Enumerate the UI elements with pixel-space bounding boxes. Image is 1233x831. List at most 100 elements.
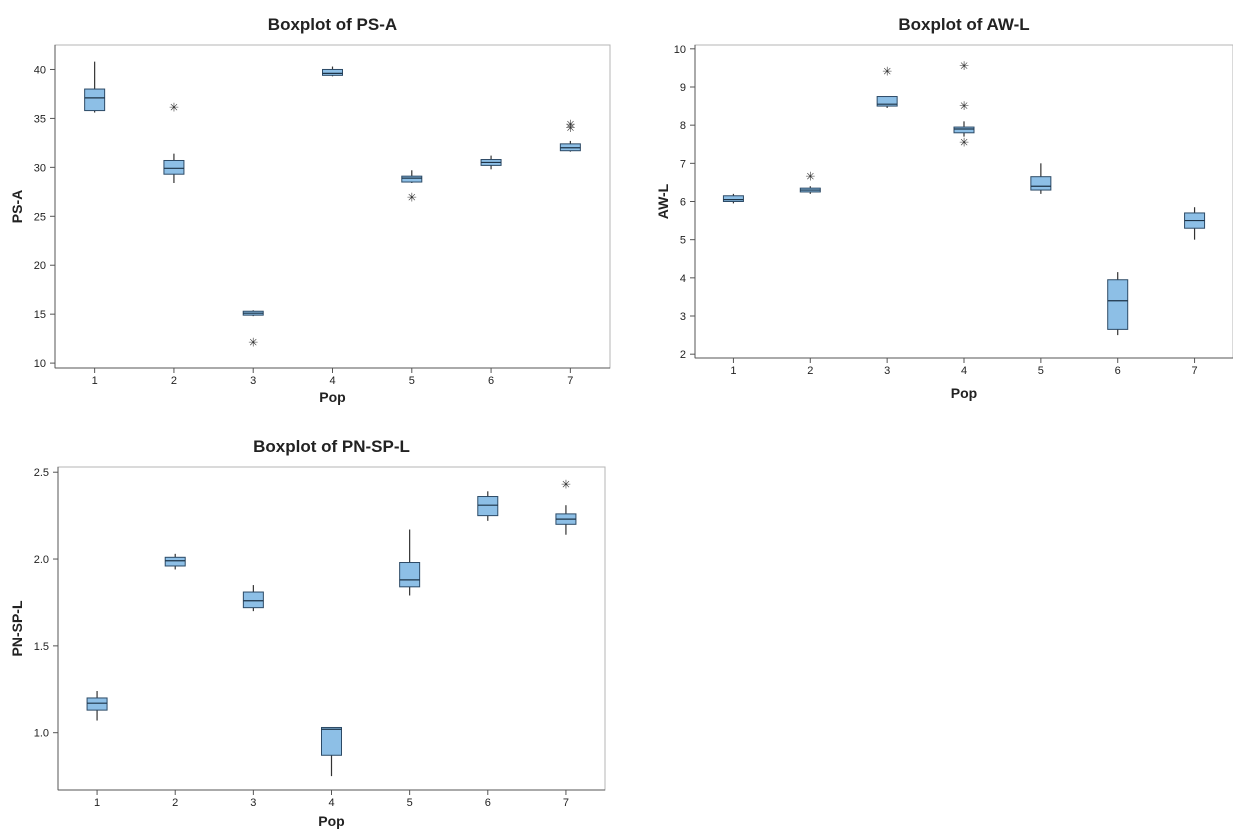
y-tick-label: 2.5 bbox=[34, 467, 49, 479]
interquartile-box bbox=[84, 88, 106, 112]
x-tick-label: 1 bbox=[92, 375, 98, 387]
plot-frame bbox=[694, 44, 1233, 359]
interquartile-box bbox=[1107, 279, 1129, 330]
interquartile-box bbox=[722, 195, 744, 202]
outlier-point: ✳ bbox=[959, 135, 969, 149]
chart-title: Boxplot of AW-L bbox=[898, 15, 1029, 34]
box-pop-6 bbox=[477, 491, 499, 521]
y-axis-label: PN-SP-L bbox=[9, 600, 25, 656]
x-axis-label: Pop bbox=[319, 389, 345, 405]
x-tick-label: 5 bbox=[409, 375, 415, 387]
box-pop-4 bbox=[321, 726, 342, 777]
y-tick-label: 35 bbox=[34, 113, 46, 125]
boxplot-ps-a-svg: Boxplot of PS-A 10 15 20 25 30 35 40 1 2 3 4 5 6 7 Pop P… bbox=[9, 15, 611, 405]
box-pop-6 bbox=[480, 155, 502, 170]
x-tick-label: 3 bbox=[250, 797, 256, 809]
x-tick-label: 4 bbox=[328, 797, 334, 809]
y-tick-label: 40 bbox=[34, 64, 46, 76]
outlier-point: ✳ bbox=[959, 99, 969, 113]
interquartile-box bbox=[164, 556, 186, 567]
y-tick-label: 30 bbox=[34, 162, 46, 174]
box-pop-3 bbox=[242, 585, 264, 612]
box-pop-1 bbox=[86, 691, 108, 721]
x-tick-label: 7 bbox=[563, 797, 569, 809]
box-pop-1 bbox=[84, 61, 106, 113]
box-pop-5 bbox=[1030, 163, 1052, 194]
box-pop-2: ✳ bbox=[799, 170, 821, 194]
x-tick-label: 7 bbox=[567, 375, 573, 387]
y-tick-label: 15 bbox=[34, 309, 46, 321]
x-axis-label: Pop bbox=[951, 385, 977, 401]
interquartile-box bbox=[321, 726, 342, 756]
interquartile-box bbox=[1030, 176, 1052, 191]
x-axis-label: Pop bbox=[318, 813, 344, 829]
y-axis-label: AW-L bbox=[655, 183, 671, 219]
outlier-point: ✳ bbox=[805, 170, 815, 184]
interquartile-box bbox=[477, 496, 499, 517]
interquartile-box bbox=[401, 175, 423, 183]
y-tick-label: 8 bbox=[680, 120, 686, 132]
boxplot-aw-l-svg: Boxplot of AW-L 2 3 4 5 6 7 8 9 10 1 2 3 4 5 6 7 Pop AW-L ✳… bbox=[655, 15, 1233, 401]
x-tick-label: 4 bbox=[329, 375, 335, 387]
box-pop-2: ✳ bbox=[163, 101, 185, 184]
x-tick-label: 6 bbox=[1115, 365, 1121, 377]
boxplot-pn-sp-l-svg: Boxplot of PN-SP-L 1.0 1.5 2.0 2.5 1 2 3 4 5 6 7 Pop… bbox=[9, 437, 606, 829]
y-tick-label: 5 bbox=[680, 235, 686, 247]
boxplot-aw-l-panel: Boxplot of AW-L 2 3 4 5 6 7 8 9 10 1 2 3 4 5 6 7 Pop AW-L ✳… bbox=[620, 0, 1233, 420]
outlier-point: ✳ bbox=[169, 101, 179, 115]
y-tick-label: 20 bbox=[34, 260, 46, 272]
y-tick-label: 6 bbox=[680, 197, 686, 209]
outlier-point: ✳ bbox=[959, 59, 969, 73]
outlier-point: ✳ bbox=[565, 117, 575, 131]
y-tick-label: 1.5 bbox=[34, 641, 49, 653]
x-tick-label: 5 bbox=[407, 797, 413, 809]
box-pop-6 bbox=[1107, 272, 1129, 336]
interquartile-box bbox=[876, 96, 898, 107]
interquartile-box bbox=[399, 562, 421, 588]
y-tick-label: 25 bbox=[34, 211, 46, 223]
box-pop-2 bbox=[164, 553, 186, 570]
x-tick-label: 5 bbox=[1038, 365, 1044, 377]
box-pop-5: ✳ bbox=[401, 170, 423, 205]
outlier-point: ✳ bbox=[561, 477, 571, 491]
plot-frame bbox=[54, 44, 611, 369]
x-tick-label: 6 bbox=[485, 797, 491, 809]
chart-title: Boxplot of PS-A bbox=[268, 15, 397, 34]
boxplot-ps-a-panel: Boxplot of PS-A 10 15 20 25 30 35 40 1 2 3 4 5 6 7 Pop P… bbox=[0, 0, 620, 420]
box-pop-3: ✳ bbox=[876, 65, 898, 108]
outlier-point: ✳ bbox=[565, 121, 575, 135]
y-tick-label: 2 bbox=[680, 349, 686, 361]
boxplot-pn-sp-l-panel: Boxplot of PN-SP-L 1.0 1.5 2.0 2.5 1 2 3 4 5 6 7 Pop… bbox=[0, 420, 620, 831]
box-pop-7: ✳✳ bbox=[559, 117, 581, 152]
box-pop-4 bbox=[322, 66, 343, 77]
y-axis-label: PS-A bbox=[9, 190, 25, 223]
y-tick-label: 9 bbox=[680, 82, 686, 94]
y-tick-label: 4 bbox=[680, 273, 686, 285]
interquartile-box bbox=[953, 126, 975, 134]
box-pop-5 bbox=[399, 529, 421, 596]
y-tick-label: 10 bbox=[674, 44, 686, 56]
interquartile-box bbox=[322, 68, 343, 76]
box-pop-3: ✳ bbox=[242, 310, 264, 350]
box-pop-7 bbox=[1184, 207, 1206, 240]
x-tick-label: 1 bbox=[94, 797, 100, 809]
outlier-point: ✳ bbox=[248, 336, 258, 350]
x-tick-label: 3 bbox=[884, 365, 890, 377]
box-pop-7: ✳ bbox=[555, 477, 577, 535]
interquartile-box bbox=[242, 591, 264, 609]
x-tick-label: 7 bbox=[1192, 365, 1198, 377]
interquartile-box bbox=[86, 697, 108, 711]
x-tick-label: 3 bbox=[250, 375, 256, 387]
x-tick-label: 2 bbox=[807, 365, 813, 377]
y-tick-label: 3 bbox=[680, 311, 686, 323]
box-pop-4: ✳ ✳ ✳ bbox=[953, 59, 975, 149]
chart-title: Boxplot of PN-SP-L bbox=[253, 437, 410, 456]
y-tick-label: 2.0 bbox=[34, 554, 49, 566]
box-pop-1 bbox=[722, 193, 744, 204]
x-tick-label: 1 bbox=[730, 365, 736, 377]
x-tick-label: 4 bbox=[961, 365, 967, 377]
x-tick-label: 6 bbox=[488, 375, 494, 387]
x-tick-label: 2 bbox=[171, 375, 177, 387]
interquartile-box bbox=[163, 159, 185, 175]
y-tick-label: 10 bbox=[34, 358, 46, 370]
